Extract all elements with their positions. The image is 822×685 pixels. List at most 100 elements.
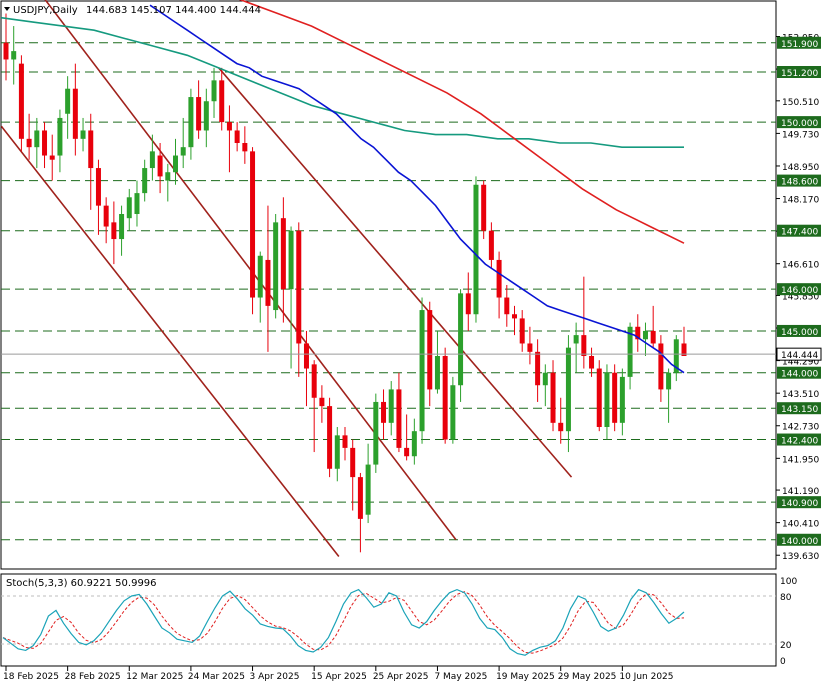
candle-body — [404, 447, 410, 457]
candle-body — [581, 335, 587, 356]
candle-body — [458, 293, 464, 386]
candle-body — [504, 297, 510, 315]
candle-body — [558, 422, 564, 432]
price-tick-label: 142.730 — [782, 423, 819, 433]
candle-body — [365, 464, 371, 515]
date-axis: 18 Feb 2025 28 Feb 2025 12 Mar 2025 24 Mar … — [3, 666, 674, 682]
sma-teal-line — [0, 16, 684, 148]
level-label-text: 147.400 — [781, 228, 818, 238]
candle-body — [288, 230, 294, 290]
candle-body — [473, 184, 479, 315]
stoch-label: Stoch(5,3,3) 60.9221 50.9996 — [6, 578, 157, 589]
candle-body — [11, 51, 17, 60]
candle-body — [619, 376, 625, 423]
candle-body — [519, 318, 525, 344]
candle-body — [650, 330, 656, 344]
candle-body — [681, 343, 687, 356]
candle-body — [658, 343, 664, 390]
date-tick-label: 12 Mar 2025 — [126, 672, 183, 682]
candle-body — [327, 406, 333, 469]
price-tick-label: 141.190 — [782, 487, 819, 497]
level-label-text: 150.000 — [781, 119, 818, 129]
candle-body — [34, 130, 40, 148]
candle-body — [496, 259, 502, 298]
ohlc-readout: 144.683 145.107 144.400 144.444 — [86, 5, 261, 16]
level-label-box — [777, 174, 821, 187]
level-label-text: 148.600 — [781, 178, 818, 188]
candle-body — [65, 88, 71, 114]
candle-body — [450, 385, 456, 440]
current-price-text: 144.444 — [781, 351, 818, 361]
date-tick-label: 19 May 2025 — [496, 672, 555, 682]
candle-body — [165, 172, 171, 181]
candle-body — [257, 255, 263, 298]
level-label-box — [777, 496, 821, 509]
candle-body — [642, 330, 648, 340]
level-label-box — [777, 224, 821, 237]
level-label-text: 140.000 — [781, 537, 818, 547]
level-label-box — [777, 366, 821, 379]
candle-body — [18, 63, 24, 139]
candle-body — [411, 431, 417, 457]
current-price-box — [776, 347, 822, 361]
candle-body — [488, 230, 494, 260]
stoch-main-line — [2, 588, 685, 656]
candle-body — [535, 351, 541, 386]
candle-body — [42, 130, 48, 156]
candle-body — [527, 343, 533, 352]
candle-body — [296, 230, 302, 344]
price-tick-label: 148.170 — [782, 196, 819, 206]
date-tick-label: 25 Apr 2025 — [373, 672, 429, 682]
collapse-triangle-icon[interactable] — [4, 7, 10, 11]
price-tick-label: 148.950 — [782, 163, 819, 173]
candle-body — [219, 80, 225, 123]
candle-body — [242, 143, 248, 152]
stoch-scale-label: 0 — [780, 657, 786, 667]
candle-body — [589, 356, 595, 369]
candle-body — [173, 155, 178, 173]
price-tick-label: 146.610 — [782, 261, 819, 271]
candle-body — [180, 147, 186, 156]
candle-body — [26, 138, 32, 148]
symbol-label: USDJPY,Daily — [13, 5, 78, 16]
candle-body — [612, 372, 618, 423]
level-label-box — [777, 116, 821, 129]
candle-body — [80, 130, 86, 139]
candle-body — [250, 151, 256, 298]
candle-body — [234, 130, 240, 143]
candle-body — [57, 117, 63, 156]
candle-body — [596, 368, 602, 427]
level-labels: 151.900 151.200 150.000 148.600 147.400 146.0… — [776, 36, 822, 547]
candle-body — [388, 389, 394, 423]
level-label-text: 143.150 — [781, 405, 818, 415]
candle-body — [635, 326, 641, 340]
date-tick-label: 3 Apr 2025 — [250, 672, 300, 682]
candle-body — [465, 293, 471, 315]
price-tick-label: 140.410 — [782, 520, 819, 530]
candle-body — [188, 97, 194, 148]
level-label-box — [777, 36, 821, 49]
level-label-box — [777, 402, 821, 415]
moving-averages — [0, 0, 685, 374]
candle-body — [627, 326, 633, 377]
candles — [3, 13, 687, 553]
candle-body — [211, 80, 217, 102]
candle-body — [357, 477, 363, 519]
date-tick-label: 29 May 2025 — [558, 672, 617, 682]
candle-body — [542, 372, 548, 386]
candle-body — [111, 222, 117, 240]
candle-body — [149, 151, 155, 169]
candle-body — [273, 222, 279, 311]
candle-body — [381, 401, 387, 423]
candle-body — [142, 168, 148, 194]
date-tick-label: 15 Apr 2025 — [311, 672, 367, 682]
candle-body — [434, 356, 440, 390]
price-tick-label: 139.630 — [782, 552, 819, 562]
level-label-text: 142.400 — [781, 437, 818, 447]
candle-body — [134, 193, 140, 214]
stoch-panel-frame — [0, 573, 777, 667]
price-tick-label: 144.290 — [782, 358, 819, 368]
candle-body — [396, 389, 402, 448]
price-tick-label: 145.850 — [782, 292, 819, 302]
date-tick-label: 10 Jun 2025 — [619, 672, 673, 682]
